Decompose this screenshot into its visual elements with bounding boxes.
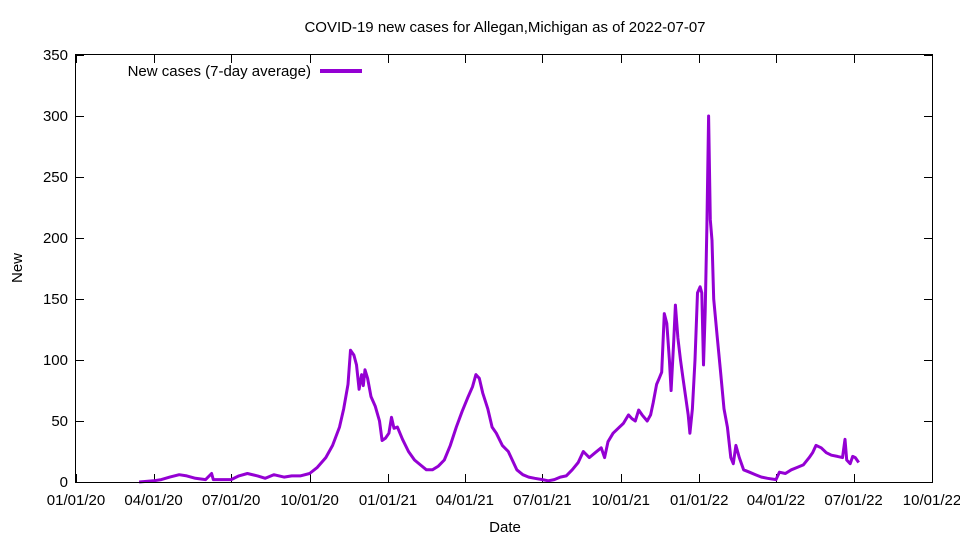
y-tick-label: 100 — [43, 352, 68, 369]
x-tick-label: 01/01/22 — [670, 492, 728, 509]
x-tick-label: 07/01/20 — [202, 492, 260, 509]
x-tick-label: 07/01/21 — [513, 492, 571, 509]
plot-frame — [75, 54, 933, 483]
series-line-new-cases — [138, 114, 860, 484]
x-tick-label: 01/01/21 — [359, 492, 417, 509]
x-tick-label: 07/01/22 — [824, 492, 882, 509]
x-tick-label: 01/01/20 — [47, 492, 105, 509]
axis-tick-labels: 0 50 100 150 200 250 300 350 01/01/20 04/01/20 07/… — [43, 47, 960, 509]
x-tick-label: 04/01/20 — [124, 492, 182, 509]
x-tick-label: 04/01/22 — [747, 492, 805, 509]
x-axis-label: Date — [489, 519, 521, 536]
chart-title: COVID-19 new cases for Allegan,Michigan … — [304, 19, 705, 36]
y-tick-label: 150 — [43, 291, 68, 308]
y-axis-label: New — [9, 253, 26, 283]
axis-ticks — [76, 55, 933, 483]
x-tick-label: 04/01/21 — [436, 492, 494, 509]
y-tick-label: 0 — [60, 474, 68, 491]
y-tick-label: 300 — [43, 108, 68, 125]
legend-label: New cases (7-day average) — [128, 63, 311, 80]
y-tick-label: 250 — [43, 169, 68, 186]
y-tick-label: 200 — [43, 230, 68, 247]
y-tick-label: 50 — [51, 413, 68, 430]
y-tick-label: 350 — [43, 47, 68, 64]
x-tick-label: 10/01/21 — [592, 492, 650, 509]
x-tick-label: 10/01/20 — [280, 492, 338, 509]
legend: New cases (7-day average) — [128, 63, 362, 80]
x-tick-label: 10/01/22 — [903, 492, 960, 509]
